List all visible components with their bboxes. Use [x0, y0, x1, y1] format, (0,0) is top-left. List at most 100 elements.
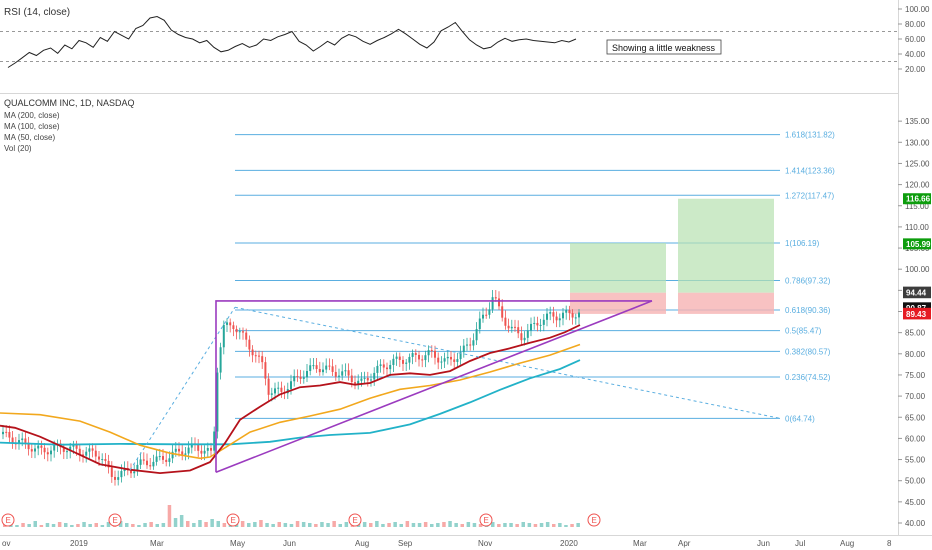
volume-bar [39, 525, 44, 527]
candle-body [251, 349, 254, 356]
price-tick-label: 85.00 [905, 329, 926, 338]
long-position-target-zone-1[interactable] [570, 243, 666, 293]
volume-bar [521, 522, 525, 527]
volume-bar [375, 521, 379, 527]
candle-body [472, 340, 475, 346]
volume-bar [411, 523, 416, 527]
candle-body [30, 449, 33, 452]
volume-bar [405, 521, 410, 527]
candle-body [72, 444, 75, 447]
candle-body [34, 448, 36, 452]
volume-bar [320, 522, 324, 527]
candle-body [366, 377, 369, 381]
candle-body [398, 356, 401, 360]
volume-bar [289, 524, 294, 527]
volume-bar [436, 523, 440, 527]
volume-bar [106, 522, 111, 527]
price-tick-label: 50.00 [905, 477, 926, 486]
price-tick-label: 40.00 [905, 519, 926, 528]
price-badge-text: 94.44 [906, 289, 927, 298]
fib-level-label: 1(106.19) [785, 239, 820, 248]
candle-body [494, 297, 497, 299]
annotation-box[interactable] [606, 39, 722, 55]
volume-bar [423, 522, 428, 527]
candle-body [414, 353, 417, 355]
volume-bar [82, 522, 86, 527]
candle-body [235, 328, 238, 333]
volume-bar [51, 524, 56, 527]
ascending-triangle-support[interactable] [215, 300, 653, 473]
candle-body [350, 375, 353, 383]
volume-bar [204, 522, 208, 527]
candle-body [456, 359, 459, 362]
volume-bar [253, 522, 257, 527]
candle-body [315, 365, 318, 370]
candle-body [216, 372, 219, 432]
volume-bar [277, 522, 281, 527]
candle-body [370, 379, 372, 381]
candle-body [264, 362, 267, 379]
candle-body [242, 331, 244, 333]
candle-body [434, 350, 436, 358]
volume-bar [149, 522, 153, 527]
fib-level-label: 0.786(97.32) [785, 277, 831, 286]
candle-body [222, 324, 225, 348]
price-tick-label: 115.00 [905, 202, 929, 211]
candle-body [50, 450, 52, 455]
candle-body [88, 448, 91, 452]
fib-level-label: 1.272(117.47) [785, 191, 835, 200]
long-position-stop-zone-2[interactable] [678, 292, 774, 314]
candle-body [21, 438, 24, 441]
candle-body [466, 344, 468, 346]
price-tick-label: 80.00 [905, 350, 926, 359]
rsi-tick-label: 40.00 [905, 50, 926, 59]
volume-bar [64, 523, 68, 527]
ascending-triangle-resistance[interactable] [215, 300, 652, 473]
candle-body [430, 350, 433, 352]
candle-body [165, 459, 168, 462]
candle-body [261, 356, 264, 363]
candle-body [341, 371, 344, 376]
candle-body [226, 322, 228, 325]
indicator-label: MA (100, close) [4, 122, 60, 131]
candle-body [290, 381, 292, 390]
long-position-target-zone-2[interactable] [678, 198, 774, 293]
candle-body [574, 317, 577, 319]
price-tick-label: 65.00 [905, 413, 926, 422]
candle-body [46, 452, 49, 455]
volume-bar [558, 523, 562, 527]
time-tick-label: Apr [678, 539, 691, 548]
fib-anchor-up-dashed-line [129, 306, 236, 471]
volume-bar [45, 523, 50, 527]
candle-body [27, 442, 30, 450]
candle-body [478, 318, 481, 330]
candle-body [331, 366, 334, 372]
time-tick-label: Jun [283, 539, 296, 548]
volume-bar [393, 522, 397, 527]
long-position-stop-zone-1[interactable] [570, 292, 666, 314]
candle-body [501, 306, 504, 318]
volume-bar [527, 523, 532, 527]
volume-bar [503, 523, 507, 527]
time-axis-ticks: ov 2019 Mar May Jun Aug Sep Nov 2020 Mar Apr Jun Jul… [2, 539, 892, 548]
candle-body [306, 370, 308, 378]
fib-level-label: 0(64.74) [785, 414, 815, 423]
volume-bar [564, 525, 568, 527]
earnings-letter: E [484, 516, 489, 525]
candle-body [197, 445, 200, 451]
candle-body [2, 431, 4, 435]
rsi-line [7, 15, 577, 68]
time-tick-label: Mar [633, 539, 647, 548]
candle-body [107, 460, 110, 468]
price-badge-bg [903, 308, 931, 320]
volume-bar [33, 521, 37, 527]
volume-bars [3, 505, 580, 527]
price-tick-label: 130.00 [905, 138, 930, 147]
candle-body [382, 364, 385, 368]
earnings-letter: E [113, 516, 118, 525]
time-tick-label: Sep [398, 539, 413, 548]
volume-bar [186, 521, 190, 527]
candle-body [523, 337, 526, 341]
